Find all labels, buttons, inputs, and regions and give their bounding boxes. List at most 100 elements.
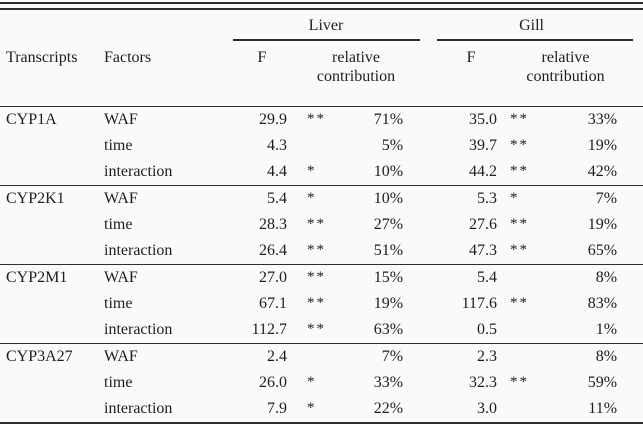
cell-liver-f: 7.9 [267, 400, 287, 417]
cell-gill-sig: * [502, 185, 546, 212]
cell-gill-sig-text: ** [510, 136, 530, 153]
table-row: CYP2M1 WAF 27.0 ** 15% 5.4 8% [0, 264, 643, 344]
cell-factor: WAF [104, 185, 232, 212]
top-rule [0, 2, 643, 10]
cell-gill-rc: 19% [587, 216, 618, 233]
header-row-subcolumns: F relative contribution F relative contr… [0, 41, 643, 107]
cell-liver-sig: ** [292, 264, 345, 291]
cell-gill-f: 3.0 [477, 400, 498, 417]
header-factors: Factors [104, 49, 152, 66]
cell-liver-f: 27.0 [232, 264, 292, 291]
cell-liver-sig-text: * [307, 373, 317, 390]
cell-liver-f: 5.4 [232, 185, 292, 212]
cell-liver-sig: * [292, 159, 345, 186]
table-row: time 28.3 ** 27% 27.6 ** 19% [0, 212, 643, 238]
header-gill-f: F [466, 49, 476, 66]
cell-gill-rc: 65% [587, 242, 618, 259]
cell-factor: WAF [104, 106, 232, 133]
cell-gill-sig: ** [502, 106, 546, 133]
cell-gill-sig [502, 396, 545, 422]
header-row-groups: Transcripts Factors Liver Gill [0, 10, 643, 66]
cell-gill-f: 32.3 [469, 374, 498, 391]
cell-gill-rc: 33% [545, 106, 643, 133]
cell-gill-sig: ** [502, 133, 545, 159]
header-transcripts: Transcripts [6, 49, 78, 66]
liver-group-underline [233, 39, 421, 41]
cell-gill-rc: 8% [545, 264, 643, 291]
cell-liver-rc: 19% [373, 295, 404, 312]
cell-gill-sig [502, 343, 546, 370]
table-row: time 67.1 ** 19% 117.6 ** 83% [0, 291, 643, 317]
header-group-gill: Gill [420, 10, 643, 41]
cell-liver-sig-text: ** [307, 215, 326, 232]
cell-gill-sig [502, 264, 546, 291]
cell-gill-sig-text: ** [510, 241, 530, 258]
cell-gill-f: 0.5 [477, 321, 498, 338]
cell-gill-sig: ** [502, 238, 545, 265]
cell-liver-f: 67.1 [259, 295, 287, 312]
cell-gill-sig-text: ** [510, 294, 530, 311]
cell-liver-rc: 15% [345, 264, 421, 291]
liver-group-label: Liver [308, 16, 344, 34]
cell-liver-sig [292, 133, 345, 159]
cell-liver-rc: 51% [373, 242, 404, 259]
header-liver-f: F [257, 49, 267, 66]
cell-transcript: CYP2M1 [0, 264, 104, 344]
cell-liver-sig-text: * [307, 189, 317, 206]
cell-factor: WAF [104, 343, 232, 370]
cell-factor: time [104, 216, 133, 233]
cell-liver-rc: 5% [381, 137, 404, 154]
cell-gill-sig [502, 317, 545, 344]
cell-liver-f: 2.4 [232, 343, 292, 370]
cell-liver-sig: ** [292, 238, 345, 265]
cell-liver-rc: 10% [345, 185, 421, 212]
cell-liver-f: 4.3 [267, 137, 287, 154]
cell-liver-rc: 27% [373, 216, 404, 233]
cell-liver-sig: ** [292, 317, 345, 344]
table-row: CYP3A27 WAF 2.4 7% 2.3 8% [0, 343, 643, 422]
header-group-liver: Liver [232, 10, 421, 41]
cell-gill-rc: 8% [545, 343, 643, 370]
cell-liver-f: 26.4 [259, 242, 287, 259]
cell-gill-sig: ** [502, 370, 545, 396]
cell-gill-f: 44.2 [469, 163, 498, 180]
table-row: CYP1A WAF 29.9 ** 71% 35.0 ** 33% [0, 106, 643, 186]
cell-factor: interaction [104, 400, 173, 417]
header-gill-relative-contribution: relative contribution [526, 49, 605, 86]
cell-liver-f: 26.0 [259, 374, 287, 391]
cell-liver-sig: * [292, 396, 345, 422]
cell-transcript: CYP1A [0, 106, 104, 186]
cell-transcript: CYP2K1 [0, 185, 104, 265]
cell-liver-rc: 7% [345, 343, 421, 370]
cell-gill-f: 2.3 [420, 343, 503, 370]
cell-transcript: CYP3A27 [0, 343, 104, 422]
table-row: time 26.0 * 33% 32.3 ** 59% [0, 370, 643, 396]
cell-gill-sig-text: ** [510, 162, 530, 179]
table-row: time 4.3 5% 39.7 ** 19% [0, 133, 643, 159]
cell-liver-sig-text: ** [307, 294, 326, 311]
cell-liver-f: 4.4 [267, 163, 287, 180]
cell-liver-sig-text: ** [307, 320, 326, 337]
cell-gill-f: 47.3 [469, 242, 498, 259]
cell-gill-sig-text: ** [510, 215, 530, 232]
cell-liver-f: 29.9 [232, 106, 292, 133]
cell-liver-sig-text: ** [307, 241, 326, 258]
cell-gill-f: 27.6 [469, 216, 498, 233]
cell-gill-f: 5.4 [420, 264, 503, 291]
cell-liver-sig [292, 343, 345, 370]
anova-results-table: Transcripts Factors Liver Gill F relativ… [0, 10, 643, 422]
cell-gill-sig: ** [502, 291, 545, 317]
cell-gill-rc: 1% [595, 321, 618, 338]
cell-gill-sig-text: ** [510, 110, 530, 127]
cell-gill-sig: ** [502, 159, 545, 186]
table-header: Transcripts Factors Liver Gill F relativ… [0, 10, 643, 107]
gill-group-label: Gill [519, 16, 544, 34]
cell-liver-sig-text: * [307, 399, 317, 416]
cell-liver-f: 28.3 [259, 216, 287, 233]
cell-liver-sig: ** [292, 291, 345, 317]
cell-gill-rc: 42% [587, 163, 618, 180]
table-row: CYP2K1 WAF 5.4 * 10% 5.3 * 7% [0, 185, 643, 265]
cell-gill-f: 5.3 [420, 185, 503, 212]
table-body: CYP1A WAF 29.9 ** 71% 35.0 ** 33% time 4.3 5% 39.7 *… [0, 106, 643, 422]
